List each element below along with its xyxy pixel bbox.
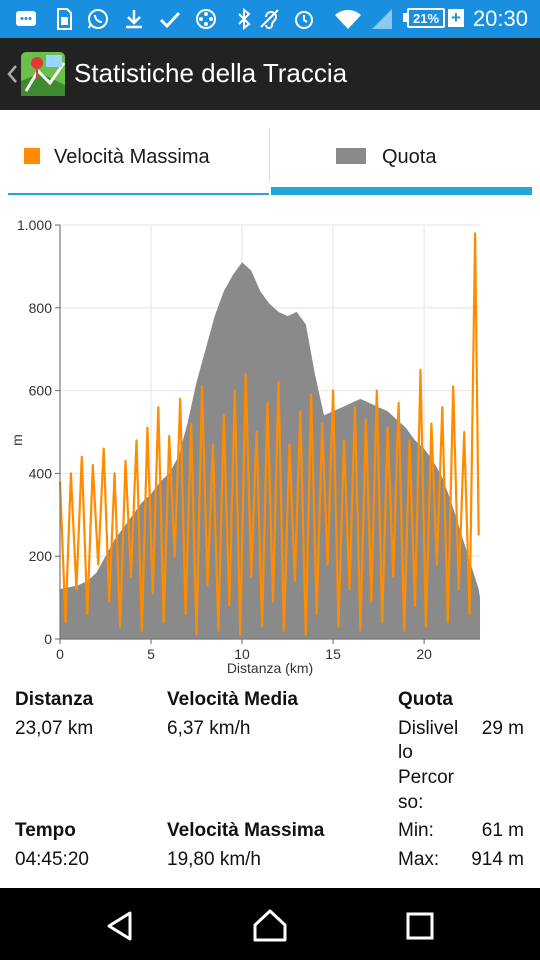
- distance-label: Distanza: [15, 689, 94, 710]
- tab-max-speed-label: Velocità Massima: [54, 146, 210, 168]
- avg-speed-value: 6,37 km/h: [167, 718, 251, 739]
- time-value: 04:45:20: [15, 849, 89, 870]
- battery-tip: [403, 13, 407, 22]
- avg-speed-label: Velocità Media: [167, 689, 298, 710]
- x-tick-label: 0: [56, 646, 64, 662]
- x-tick-label: 20: [416, 646, 432, 662]
- message-icon: [16, 11, 36, 26]
- x-tick-label: 15: [325, 646, 341, 662]
- elevation-gain-label-2: lo: [398, 742, 413, 763]
- tab-altitude-label: Quota: [382, 146, 437, 168]
- x-tick-labels: 0 5 10 15 20: [56, 639, 432, 662]
- status-bar: 21% + 20:30: [0, 0, 540, 38]
- y-tick-label: 400: [29, 465, 53, 481]
- y-tick-label: 200: [29, 548, 53, 564]
- back-chevron-icon[interactable]: [6, 62, 18, 86]
- signal-icon: [372, 9, 392, 29]
- time-label: Tempo: [15, 820, 76, 841]
- max-speed-line: [58, 232, 480, 636]
- x-tick-label: 5: [147, 646, 155, 662]
- home-icon[interactable]: [252, 908, 288, 942]
- alarm-icon: [295, 11, 313, 29]
- y-tick-label: 0: [44, 631, 52, 647]
- max-speed-legend-swatch: [24, 148, 40, 164]
- hearing-aid-icon: [260, 9, 279, 29]
- max-altitude-label: Max:: [398, 849, 440, 870]
- altitude-area-layer: [60, 262, 480, 639]
- elevation-gain-label-3: Percor: [398, 767, 454, 788]
- x-axis-label: Distanza (km): [227, 660, 313, 676]
- download-icon: [126, 10, 142, 29]
- x-tick-label: 10: [234, 646, 250, 662]
- whatsapp-icon: [88, 9, 108, 29]
- elevation-speed-chart[interactable]: 0 200 400 600 800 1.000 0 5 10 15 20 Distanza (km…: [0, 200, 540, 682]
- page-title: Statistiche della Traccia: [74, 58, 348, 88]
- y-tick-labels: 0 200 400 600 800 1.000: [17, 217, 60, 647]
- app-logo-icon[interactable]: [20, 51, 66, 97]
- altitude-label: Quota: [398, 689, 453, 710]
- bluetooth-icon: [238, 7, 251, 31]
- chart-axes: [59, 225, 480, 640]
- min-altitude-label: Min:: [398, 820, 434, 841]
- wifi-icon: [335, 9, 361, 29]
- max-speed-value: 19,80 km/h: [167, 849, 261, 870]
- battery-icon: 21%: [407, 8, 445, 28]
- elevation-gain-label-4: so:: [398, 792, 424, 813]
- back-icon[interactable]: [104, 910, 136, 942]
- altitude-area: [60, 262, 480, 639]
- app-bar: Statistiche della Traccia: [0, 38, 540, 110]
- navigation-bar: [0, 888, 540, 960]
- stats-panel: Distanza 23,07 km Velocità Media 6,37 km…: [0, 686, 540, 886]
- y-axis-label: m: [9, 434, 25, 446]
- y-tick-label: 1.000: [17, 217, 52, 233]
- distance-value: 23,07 km: [15, 718, 94, 739]
- check-icon: [159, 11, 181, 29]
- altitude-legend-swatch: [336, 148, 366, 164]
- tab-bar: Velocità Massima Quota: [8, 128, 532, 195]
- tab-max-speed[interactable]: Velocità Massima: [8, 128, 269, 195]
- recents-icon[interactable]: [405, 911, 435, 941]
- charging-plus-icon: +: [448, 9, 464, 27]
- max-altitude-value: 914 m: [471, 849, 524, 870]
- y-tick-label: 800: [29, 300, 53, 316]
- elevation-gain-value: 29 m: [481, 718, 524, 739]
- clock: 20:30: [472, 6, 528, 31]
- tab-altitude[interactable]: Quota: [271, 128, 532, 195]
- y-tick-label: 600: [29, 383, 53, 399]
- sim-icon: [57, 8, 72, 30]
- min-altitude-value: 61 m: [481, 820, 524, 841]
- film-icon: [196, 9, 216, 29]
- elevation-gain-label-1: Dislivel: [398, 718, 459, 739]
- max-speed-line-layer: [58, 232, 480, 636]
- max-speed-label: Velocità Massima: [167, 820, 325, 841]
- tab-divider: [269, 128, 270, 182]
